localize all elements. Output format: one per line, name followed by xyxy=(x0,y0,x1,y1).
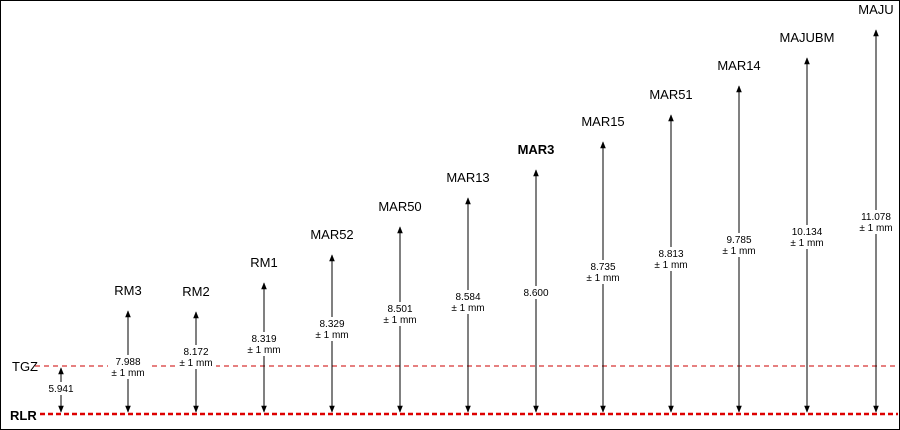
benchmark-value-background xyxy=(856,210,896,234)
benchmark-value-rm2: 8.172 xyxy=(183,347,208,358)
benchmark-value-rm3: 7.988 xyxy=(115,357,140,368)
benchmark-tolerance-mar14: ± 1 mm xyxy=(722,246,755,257)
benchmark-tolerance-mar13: ± 1 mm xyxy=(451,303,484,314)
benchmark-value-mar51: 8.813 xyxy=(658,249,683,260)
benchmark-value-mar52: 8.329 xyxy=(319,319,344,330)
benchmark-label-mar15: MAR15 xyxy=(581,114,624,129)
benchmark-tolerance-mar50: ± 1 mm xyxy=(383,315,416,326)
benchmark-tolerance-mar15: ± 1 mm xyxy=(586,273,619,284)
benchmark-label-mar50: MAR50 xyxy=(378,199,421,214)
benchmark-value-mar15: 8.735 xyxy=(590,262,615,273)
tgz-label: TGZ xyxy=(12,359,38,374)
benchmark-tolerance-rm2: ± 1 mm xyxy=(179,358,212,369)
benchmark-tolerance-mar52: ± 1 mm xyxy=(315,330,348,341)
benchmark-value-majubm: 10.134 xyxy=(792,227,823,238)
benchmark-value-background xyxy=(583,260,623,284)
benchmark-label-mar13: MAR13 xyxy=(446,170,489,185)
benchmark-value-background xyxy=(651,247,691,271)
benchmark-tolerance-rm3: ± 1 mm xyxy=(111,368,144,379)
benchmark-label-mar14: MAR14 xyxy=(717,58,760,73)
benchmark-value-background xyxy=(719,233,759,257)
benchmark-value-background xyxy=(516,286,556,299)
benchmark-value-background xyxy=(312,317,352,341)
benchmark-label-majubm: MAJUBM xyxy=(780,30,835,45)
benchmark-value-background xyxy=(448,290,488,314)
benchmark-value-background xyxy=(244,332,284,356)
benchmark-label-rm1: RM1 xyxy=(250,255,277,270)
benchmark-value-mar50: 8.501 xyxy=(387,304,412,315)
benchmark-tolerance-rm1: ± 1 mm xyxy=(247,345,280,356)
benchmark-value-mar3: 8.600 xyxy=(523,288,548,299)
benchmark-label-mar51: MAR51 xyxy=(649,87,692,102)
benchmark-value-background xyxy=(108,355,148,379)
benchmark-value-rm1: 8.319 xyxy=(251,334,276,345)
benchmark-value-background xyxy=(787,225,827,249)
benchmark-label-rm3: RM3 xyxy=(114,283,141,298)
benchmark-label-mar3: MAR3 xyxy=(518,142,555,157)
benchmark-value-background xyxy=(176,345,216,369)
benchmark-tolerance-maju: ± 1 mm xyxy=(859,223,892,234)
benchmark-tolerance-mar51: ± 1 mm xyxy=(654,260,687,271)
benchmark-tolerance-majubm: ± 1 mm xyxy=(790,238,823,249)
benchmark-value-mar13: 8.584 xyxy=(455,292,480,303)
benchmark-label-maju: MAJU xyxy=(858,2,893,17)
tgz-value: 5.941 xyxy=(48,384,73,395)
benchmark-value-mar14: 9.785 xyxy=(726,235,751,246)
benchmark-label-mar52: MAR52 xyxy=(310,227,353,242)
benchmark-value-maju: 11.078 xyxy=(861,212,891,223)
benchmark-value-background xyxy=(380,302,420,326)
benchmark-label-rm2: RM2 xyxy=(182,284,209,299)
rlr-label: RLR xyxy=(10,408,37,423)
